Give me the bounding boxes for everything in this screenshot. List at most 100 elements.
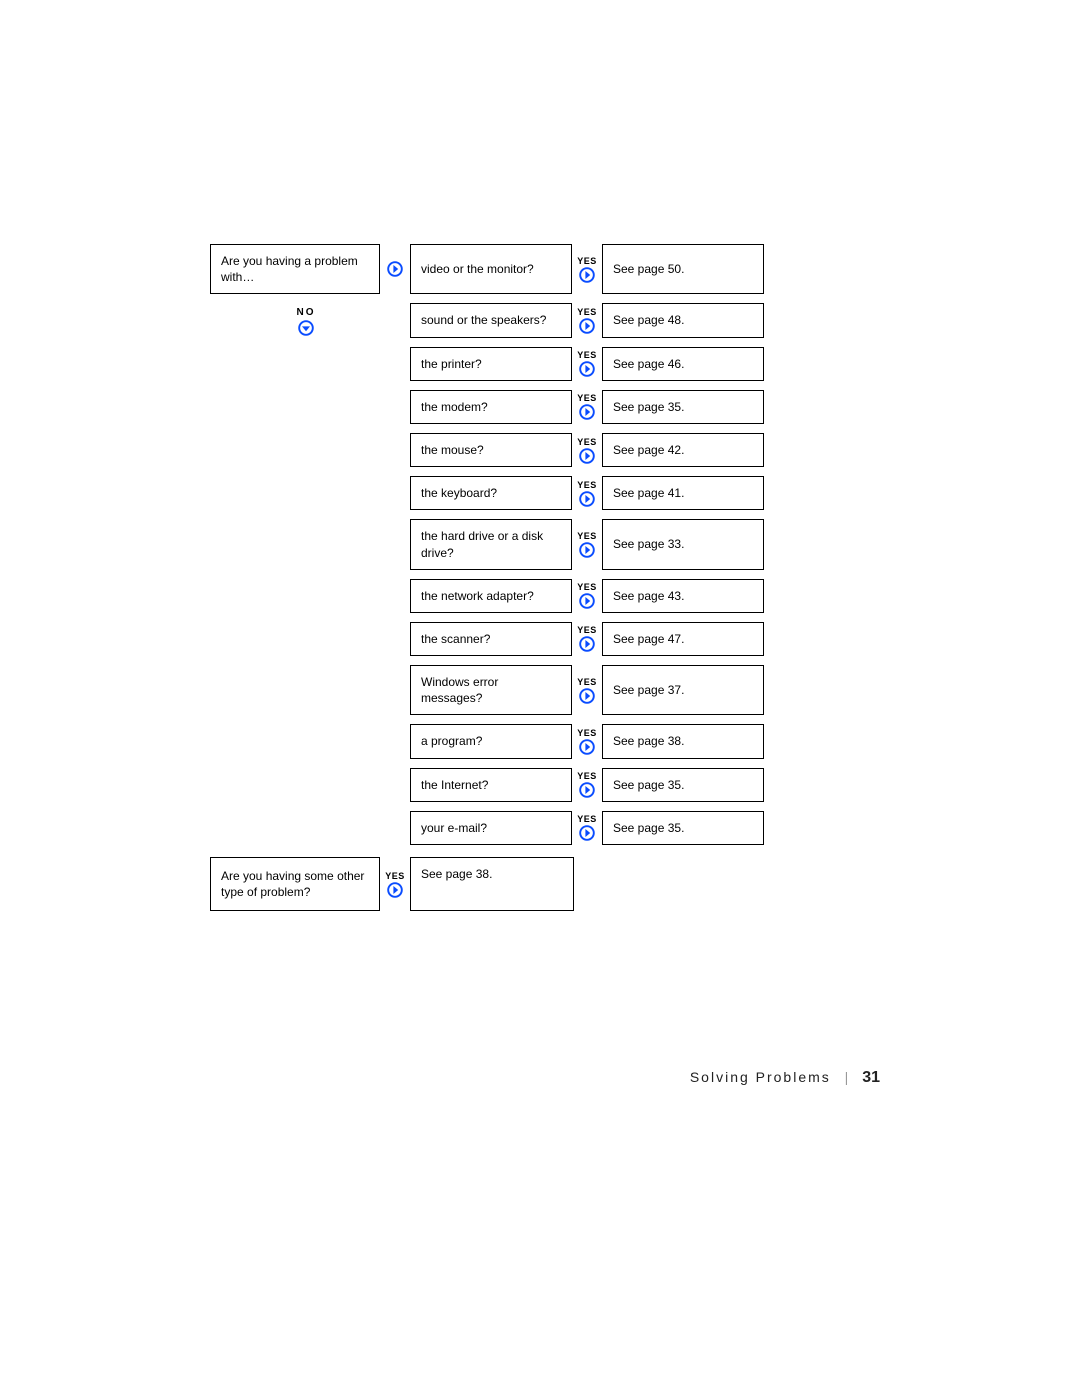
item-box: the keyboard? (410, 476, 572, 510)
connector-yes: YES (572, 390, 602, 424)
yes-label: YES (577, 814, 597, 824)
page-footer: Solving Problems | 31 (690, 1069, 880, 1087)
item-box: your e-mail? (410, 811, 572, 845)
flow-row-0: Are you having a problem with… video or … (210, 244, 880, 294)
other-question-text: Are you having some other type of proble… (221, 868, 369, 900)
answer-box: See page 47. (602, 622, 764, 656)
answer-box: See page 48. (602, 303, 764, 337)
item-text: the network adapter? (421, 588, 534, 604)
answer-text: See page 35. (613, 399, 684, 415)
answer-box: See page 42. (602, 433, 764, 467)
yes-label: YES (577, 582, 597, 592)
connector-no: NO (286, 302, 326, 336)
page-number: 31 (862, 1069, 880, 1086)
answer-box: See page 38. (602, 724, 764, 758)
answer-text: See page 41. (613, 485, 684, 501)
arrow-right-icon (579, 688, 595, 704)
item-text: your e-mail? (421, 820, 487, 836)
yes-label: YES (577, 625, 597, 635)
arrow-right-icon (579, 361, 595, 377)
yes-label: YES (577, 256, 597, 266)
answer-box: See page 43. (602, 579, 764, 613)
answer-box: See page 50. (602, 244, 764, 294)
answer-box: See page 41. (602, 476, 764, 510)
arrow-right-icon (579, 825, 595, 841)
other-question-box: Are you having some other type of proble… (210, 857, 380, 911)
item-text: video or the monitor? (421, 261, 534, 277)
answer-text: See page 50. (613, 261, 684, 277)
item-text: Windows error messages? (421, 674, 561, 706)
arrow-right-icon (579, 448, 595, 464)
question-box: Are you having a problem with… (210, 244, 380, 294)
yes-label: YES (577, 677, 597, 687)
arrow-right-icon (579, 404, 595, 420)
answer-text: See page 35. (613, 820, 684, 836)
arrow-down-icon (298, 320, 314, 336)
item-text: sound or the speakers? (421, 312, 546, 328)
connector-yes: YES (572, 622, 602, 656)
flow-row: a program? YES See page 38. (210, 724, 880, 758)
item-box: the network adapter? (410, 579, 572, 613)
item-text: the modem? (421, 399, 488, 415)
yes-label: YES (577, 307, 597, 317)
item-box: Windows error messages? (410, 665, 572, 715)
yes-label: YES (385, 871, 405, 881)
answer-text: See page 42. (613, 442, 684, 458)
flow-row: the Internet? YES See page 35. (210, 768, 880, 802)
no-label: NO (297, 307, 316, 318)
item-box: video or the monitor? (410, 244, 572, 294)
connector-yes: YES (572, 811, 602, 845)
item-box: the hard drive or a disk drive? (410, 519, 572, 569)
arrow-right-icon (579, 542, 595, 558)
item-text: the printer? (421, 356, 482, 372)
footer-separator: | (845, 1069, 849, 1085)
connector-yes: YES (572, 244, 602, 294)
answer-text: See page 35. (613, 777, 684, 793)
flow-row: the modem? YES See page 35. (210, 390, 880, 424)
item-box: the mouse? (410, 433, 572, 467)
connector-right (380, 244, 410, 294)
arrow-right-icon (579, 491, 595, 507)
arrow-right-icon (579, 267, 595, 283)
answer-text: See page 37. (613, 682, 684, 698)
item-text: the Internet? (421, 777, 488, 793)
arrow-right-icon (579, 318, 595, 334)
answer-box: See page 35. (602, 811, 764, 845)
connector-yes: YES (572, 768, 602, 802)
item-text: the keyboard? (421, 485, 497, 501)
connector-yes: YES (572, 303, 602, 337)
flow-row: Windows error messages? YES See page 37. (210, 665, 880, 715)
answer-text: See page 33. (613, 536, 684, 552)
item-box: the scanner? (410, 622, 572, 656)
answer-text: See page 46. (613, 356, 684, 372)
flow-row: the scanner? YES See page 47. (210, 622, 880, 656)
arrow-right-icon (387, 882, 403, 898)
connector-yes: YES (572, 724, 602, 758)
yes-label: YES (577, 480, 597, 490)
answer-box: See page 35. (602, 768, 764, 802)
item-text: the hard drive or a disk drive? (421, 528, 561, 560)
item-text: the mouse? (421, 442, 484, 458)
connector-yes: YES (572, 519, 602, 569)
connector-yes: YES (572, 579, 602, 613)
flow-row: the keyboard? YES See page 41. (210, 476, 880, 510)
item-box: the Internet? (410, 768, 572, 802)
item-box: the printer? (410, 347, 572, 381)
answer-box: See page 46. (602, 347, 764, 381)
yes-label: YES (577, 350, 597, 360)
flow-row: your e-mail? YES See page 35. (210, 811, 880, 845)
yes-label: YES (577, 771, 597, 781)
answer-text: See page 47. (613, 631, 684, 647)
connector-yes: YES (572, 665, 602, 715)
connector-yes: YES (572, 433, 602, 467)
page: Are you having a problem with… video or … (0, 0, 1080, 1397)
connector-yes: YES (380, 857, 410, 911)
troubleshoot-flow: Are you having a problem with… video or … (210, 244, 880, 920)
connector-yes: YES (572, 476, 602, 510)
item-box: the modem? (410, 390, 572, 424)
answer-text: See page 43. (613, 588, 684, 604)
flow-row-other: Are you having some other type of proble… (210, 857, 880, 911)
answer-box: See page 37. (602, 665, 764, 715)
arrow-right-icon (387, 261, 403, 277)
answer-text: See page 48. (613, 312, 684, 328)
